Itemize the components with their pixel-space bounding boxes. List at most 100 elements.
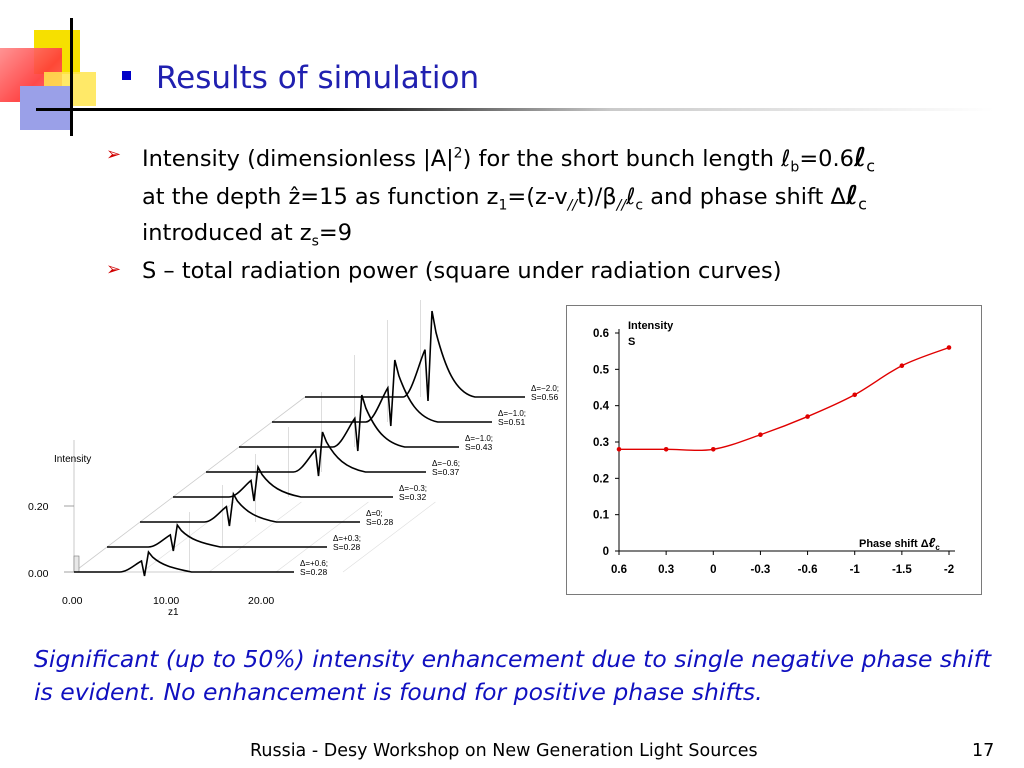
bullet-text: introduced at z (142, 219, 312, 246)
bullet-item-s: ➢ S – total radiation power (square unde… (106, 255, 986, 287)
x-tick-label: 20.00 (248, 595, 274, 607)
title-underline (36, 108, 994, 111)
waterfall-curves (74, 310, 525, 577)
bullet-sup: 2 (453, 145, 463, 162)
bullet-list: ➢ Intensity (dimensionless |A|2) for the… (106, 140, 986, 287)
axis-marker (73, 555, 80, 573)
x-tick-label: -1 (850, 564, 861, 576)
line-chart-svg: 0.6 0.5 0.4 0.3 0.2 0.1 0 0.6 0.3 0 -0.3 -0.6 -1 -1.… (593, 320, 955, 576)
series-line (619, 346, 950, 452)
waterfall-curve (140, 491, 360, 527)
x-tick-label: 0 (710, 564, 716, 576)
waterfall-curve (272, 359, 492, 427)
series-label-s: S=0.37 (432, 467, 459, 477)
title-bullet-icon (122, 71, 131, 80)
grid-line (208, 501, 302, 573)
series-label-delta: Δ=+0.6; (300, 559, 328, 568)
y-tick-label: 0.20 (28, 501, 49, 513)
grid-line (275, 501, 369, 573)
x-axis-label: Phase shift Δℓc (859, 535, 940, 552)
bullet-sub: c (866, 156, 876, 176)
series-points (616, 345, 952, 452)
y-tick-label: 0.00 (28, 568, 49, 580)
waterfall-grid (64, 300, 436, 573)
series-label-s: S=0.28 (333, 542, 360, 552)
bullet-text: S – total radiation power (square under … (142, 258, 782, 285)
line-chart-y-ticks: 0.6 0.5 0.4 0.3 0.2 0.1 0 (593, 328, 619, 558)
x-tick-label: -0.3 (751, 564, 771, 576)
bullet-sub: c (858, 194, 867, 214)
bullet-text: and phase shift Δ (643, 184, 846, 211)
page-number: 17 (972, 741, 995, 761)
series-label-delta: Δ=−1.0; (465, 434, 493, 443)
waterfall-curve (173, 464, 393, 502)
series-label-delta: Δ=−0.6; (432, 459, 460, 468)
bullet-text: at the depth ẑ=15 as function z (142, 184, 499, 211)
bullet-text: Intensity (dimensionless |A| (142, 146, 454, 172)
series-label-s: S=0.51 (498, 417, 525, 427)
y-tick-label: 0.2 (593, 473, 609, 485)
arrow-bullet-icon: ➢ (106, 259, 122, 281)
bullet-text: =9 (318, 219, 353, 246)
line-chart-gridlines (618, 329, 955, 552)
bullet-sub: s (311, 233, 319, 250)
y-tick-label: 0 (603, 546, 609, 558)
bullet-sub: c (635, 197, 644, 214)
data-point (663, 446, 669, 452)
waterfall-curve (305, 310, 525, 402)
line-chart-x-ticks: 0.6 0.3 0 -0.3 -0.6 -1 -1.5 -2 (611, 551, 954, 576)
y-axis-label: Intensity (54, 454, 91, 465)
data-point (899, 363, 905, 368)
bullet-sub: // (567, 197, 578, 214)
waterfall-curve (74, 550, 294, 577)
bullet-sub: // (616, 197, 627, 214)
series-label-delta: Δ=−0.3; (399, 484, 427, 493)
slide-title: Results of simulation (156, 60, 480, 96)
bullet-text: t)/β (577, 184, 617, 211)
ell-symbol: ℓ (853, 143, 867, 173)
bullet-text: ℓ (626, 184, 636, 211)
data-point (946, 345, 952, 350)
data-point (710, 446, 716, 452)
series-label-s: S=0.56 (531, 392, 558, 402)
y-tick-label: 0.1 (593, 510, 610, 522)
waterfall-curve (239, 394, 459, 452)
y-tick-label: 0.3 (593, 437, 609, 449)
data-point (616, 446, 622, 452)
series-label-s: S=0.32 (399, 492, 426, 502)
y-tick-label: 0.4 (593, 401, 610, 413)
bullet-text: =0.6 (799, 146, 854, 172)
x-tick-label: -0.6 (798, 564, 818, 576)
data-point (805, 414, 810, 419)
legend-line-1: Intensity (628, 320, 674, 332)
series-label-delta: Δ=+0.3; (333, 534, 361, 543)
decor-vertical-line (70, 18, 73, 136)
x-tick-label: 0.00 (62, 595, 83, 607)
series-label-delta: Δ=−2.0; (531, 384, 559, 393)
series-label-delta: Δ=−1.0; (498, 409, 526, 418)
grid-line (342, 501, 436, 573)
data-point (852, 392, 858, 398)
x-tick-label: 0.6 (611, 564, 627, 576)
series-label-s: S=0.28 (300, 567, 327, 577)
depth-line (73, 396, 306, 573)
x-tick-label: -1.5 (892, 564, 912, 576)
arrow-bullet-icon: ➢ (106, 144, 122, 165)
intensity-vs-phase-chart: 0.6 0.5 0.4 0.3 0.2 0.1 0 0.6 0.3 0 -0.3 -0.6 -1 -1.… (566, 305, 982, 595)
legend-line-2: S (628, 336, 635, 348)
bullet-text: ) for the short bunch length ℓ (462, 146, 791, 172)
series-label-delta: Δ=0; (366, 509, 383, 518)
simulation-waterfall-chart: Δ=+0.6;S=0.28Δ=+0.3;S=0.28Δ=0;S=0.28Δ=−0… (28, 300, 559, 618)
series-label-s: S=0.28 (366, 517, 393, 527)
waterfall-curve (206, 431, 426, 477)
x-tick-label: 0.3 (658, 564, 674, 576)
x-tick-label: -2 (944, 564, 954, 576)
waterfall-curve (107, 522, 327, 552)
conclusion-text: Significant (up to 50%) intensity enhanc… (34, 645, 992, 706)
footer-text: Russia - Desy Workshop on New Generation… (250, 741, 758, 761)
bullet-item-intensity: ➢ Intensity (dimensionless |A|2) for the… (106, 140, 986, 251)
data-point (758, 432, 763, 438)
x-axis-label: z1 (168, 607, 179, 618)
bullet-text: =(z-v (507, 184, 568, 211)
bullet-sub: 1 (498, 197, 508, 214)
